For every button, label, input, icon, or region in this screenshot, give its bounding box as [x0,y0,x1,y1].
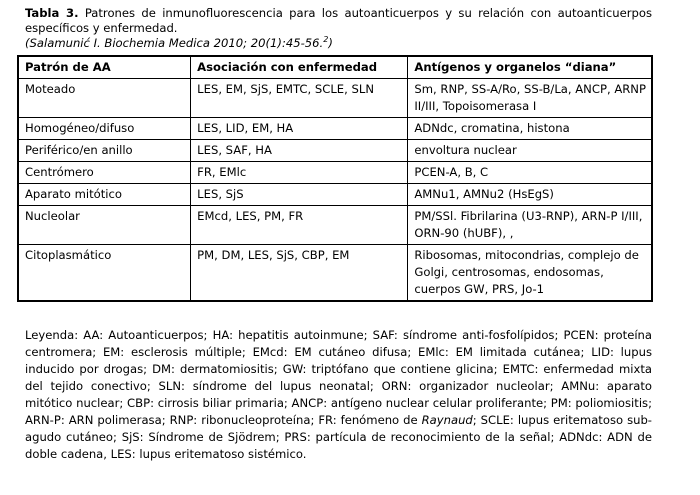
table-cell: Moteado [17,78,192,118]
table-row: Homogéneo/difuso LES, LID, EM, HA ADNdc, c… [17,117,653,140]
table-row: Centrómero FR, EMlc PCEN-A, B, C [17,161,653,184]
table-cell: Citoplasmático [17,244,192,302]
legend-text: Leyenda: AA: Autoanticuerpos; HA: hepati… [25,328,652,427]
table-cell: Ribosomas, mitocondrias, complejo de Gol… [407,244,653,302]
legend-text: ; SCLE: lupus eritematoso sub-agudo cutá… [25,413,652,461]
legend-text: Raynaud [421,413,473,427]
table-cell: Aparato mitótico [17,183,192,206]
table-cell: Centrómero [17,161,192,184]
table-body: Moteado LES, EM, SjS, EMTC, SCLE, SLN Sm, … [17,78,653,302]
table-cell: PCEN-A, B, C [407,161,653,184]
table-cell: Sm, RNP, SS-A/Ro, SS-B/La, ANCP, ARNP II… [407,78,653,118]
table-cell: EMcd, LES, PM, FR [190,205,409,245]
table-cell: PM, DM, LES, SjS, CBP, EM [190,244,409,302]
table-cell: Periférico/en anillo [17,139,192,162]
table-row: Nucleolar EMcd, LES, PM, FR PM/SSl. Fibril… [17,205,653,245]
caption-label: Tabla 3. [25,6,79,20]
citation: (Salamunić I. Biochemia Medica 2010; 20(… [25,36,333,50]
table-cell: Nucleolar [17,205,192,245]
table-cell: envoltura nuclear [407,139,653,162]
table-cell: AMNu1, AMNu2 (HsEgS) [407,183,653,206]
table-row: Periférico/en anillo LES, SAF, HA envoltur… [17,139,653,162]
table-cell: LES, SjS [190,183,409,206]
table-row: Moteado LES, EM, SjS, EMTC, SCLE, SLN Sm, … [17,78,653,118]
header-row: Patrón de AA Asociación con enfermedad Ant… [17,55,653,79]
table-row: Citoplasmático PM, DM, LES, SjS, CBP, EM R… [17,244,653,302]
header-cell: Antígenos y organelos “diana” [407,55,653,79]
table-cell: FR, EMlc [190,161,409,184]
legend: Leyenda: AA: Autoanticuerpos; HA: hepati… [25,327,652,463]
table-cell: LES, LID, EM, HA [190,117,409,140]
citation-end: ) [328,36,333,50]
citation-ref: 2 [323,35,329,45]
table-cell: ADNdc, cromatina, histona [407,117,653,140]
citation-text: (Salamunić I. Biochemia Medica 2010; 20(… [25,36,324,50]
table: Patrón de AA Asociación con enfermedad Ant… [17,55,653,302]
table-cell: LES, SAF, HA [190,139,409,162]
table-row: Aparato mitótico LES, SjS AMNu1, AMNu2 (Hs… [17,183,653,206]
table-cell: PM/SSl. Fibrilarina (U3-RNP), ARN-P I/II… [407,205,653,245]
header-cell: Asociación con enfermedad [190,55,409,79]
caption: Tabla 3. Patrones de inmunofluorescencia… [25,6,652,51]
header-cell: Patrón de AA [17,55,192,79]
table-cell: Homogéneo/difuso [17,117,192,140]
caption-text: Patrones de inmunofluorescencia para los… [25,6,653,35]
table-cell: LES, EM, SjS, EMTC, SCLE, SLN [190,78,409,118]
